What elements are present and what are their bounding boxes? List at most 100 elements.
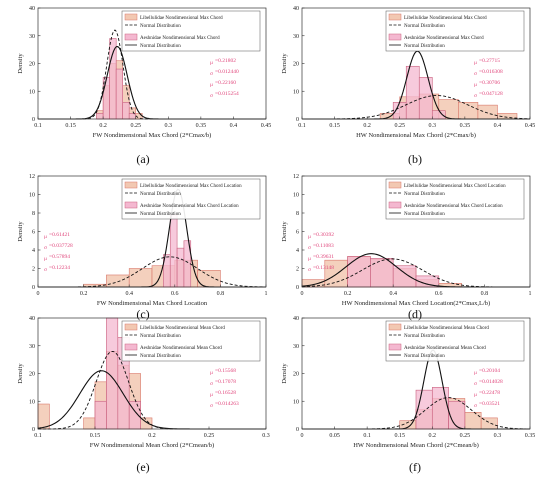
legend: Libellulidae Nondimensional Max Chord Lo…: [385, 178, 525, 220]
x-tick-label: 0.2: [363, 123, 371, 129]
x-axis-label: FW Nondimensional Max Chord (2*Cmax/b): [93, 132, 212, 139]
legend-label-normal: Normal Distribution: [404, 24, 445, 29]
x-tick-label: 0.8: [217, 291, 225, 297]
stats-symbol: σ: [44, 245, 47, 251]
y-tick-label: 20: [293, 372, 299, 378]
legend-box: [121, 10, 261, 52]
x-tick-label: 0.2: [148, 433, 156, 439]
y-tick-label: 2: [32, 267, 35, 273]
stats-symbol: σ: [474, 71, 477, 77]
panel-label: (e): [136, 460, 149, 474]
histogram-bar-aes-3: [431, 110, 446, 120]
legend-label-aes: Aeshnidae Nondimensional Mean Chord: [404, 346, 486, 351]
x-tick-label: 0.05: [329, 433, 340, 439]
panel-label: (b): [408, 152, 422, 166]
x-tick-label: 0.15: [329, 123, 340, 129]
y-tick-label: 10: [293, 89, 299, 95]
stats-symbol: σ: [474, 403, 477, 409]
x-tick-label: 0.4: [230, 123, 238, 129]
histogram-bar-aes-1: [370, 258, 394, 288]
x-tick-label: 0.45: [525, 123, 536, 129]
stats-value: =0.037728: [49, 243, 73, 249]
y-tick-label: 30: [293, 344, 299, 350]
x-tick-label: 0.2: [344, 291, 352, 297]
legend-label-lib: Libellulidae Nondimensional Max Chord Lo…: [404, 184, 506, 189]
y-tick-label: 8: [296, 211, 299, 217]
legend-label-normal: Normal Distribution: [140, 212, 181, 217]
legend: Libellulidae Nondimensional Max Chord Lo…: [121, 178, 261, 220]
y-tick-label: 4: [32, 248, 35, 254]
legend-box: [385, 10, 525, 52]
legend-label-normal: Normal Distribution: [140, 24, 181, 29]
legend-label-lib: Libellulidae Nondimensional Max Chord: [404, 16, 487, 21]
histogram-bar-aes-0: [347, 256, 371, 288]
x-tick-label: 0.35: [525, 433, 536, 439]
legend-label-aes: Aeshnidae Nondimensional Max Chord: [404, 36, 484, 41]
stats-symbol: μ: [44, 256, 47, 262]
legend-swatch-aes: [388, 343, 402, 351]
legend-swatch-lib: [388, 323, 402, 331]
stats-value: =0.39631: [313, 254, 334, 260]
y-tick-label: 0: [32, 427, 35, 433]
stats-symbol: μ: [210, 370, 213, 376]
histogram-bar-aes-3: [115, 68, 123, 120]
chart-panel-2: 0.1 0.15 0.2 0.25 0.3 0.35 0.4 0.45 0 10 20 30 40 HW …: [281, 6, 535, 166]
stats-symbol: μ: [44, 234, 47, 240]
legend-swatch-lib: [124, 323, 138, 331]
stats-symbol: μ: [210, 392, 213, 398]
histogram-bar-aes-2: [109, 38, 117, 120]
x-tick-label: 0.3: [262, 433, 270, 439]
y-axis-label: Density: [17, 363, 24, 384]
legend-swatch-aes: [388, 33, 402, 41]
legend-label-lib: Libellulidae Nondimensional Max Chord Lo…: [140, 184, 242, 189]
x-tick-label: 0.3: [494, 433, 502, 439]
stats-value: =0.22160: [215, 80, 236, 86]
panel-label: (d): [408, 307, 422, 321]
x-tick-label: 0.25: [460, 433, 471, 439]
legend-label-normal: Normal Distribution: [404, 212, 445, 217]
legend-box: [121, 178, 261, 220]
stats-value: =0.57894: [49, 254, 70, 260]
y-tick-label: 4: [296, 248, 299, 254]
x-tick-label: 0.8: [481, 291, 489, 297]
y-tick-label: 20: [29, 62, 35, 68]
x-tick-label: 0.6: [435, 291, 443, 297]
y-tick-label: 8: [32, 211, 35, 217]
x-axis-label: HW Nondimensional Mean Chord (2*Cmean/b): [353, 442, 479, 449]
x-tick-label: 0.4: [125, 291, 133, 297]
normal-curve-lib: [302, 397, 531, 430]
stats-value: =0.03521: [479, 401, 500, 407]
stats-value: =0.016308: [479, 69, 503, 75]
legend: Libellulidae Nondimensional Max Chord Nor…: [385, 10, 525, 52]
stats-value: =0.30706: [479, 80, 500, 86]
stats-symbol: σ: [474, 93, 477, 99]
x-axis-label: HW Nondimensional Max Chord Location(2*C…: [342, 300, 490, 307]
stats-value: =0.16528: [215, 390, 236, 396]
legend-label-normal: Normal Distribution: [404, 354, 445, 359]
y-axis-label: Density: [17, 221, 24, 242]
y-tick-label: 20: [293, 62, 299, 68]
y-tick-label: 0: [296, 427, 299, 433]
y-axis-label: Density: [281, 221, 288, 242]
y-tick-label: 30: [29, 34, 35, 40]
histogram-bar-aes-0: [415, 389, 433, 430]
stats-value: =0.015254: [215, 91, 239, 97]
legend-label-aes: Aeshnidae Nondimensional Max Chord Locat…: [140, 204, 239, 209]
stats-value: =0.12234: [49, 265, 70, 271]
x-tick-label: 0.4: [494, 123, 502, 129]
legend-label-lib: Libellulidae Nondimensional Mean Chord: [404, 326, 489, 331]
x-tick-label: 0: [301, 433, 304, 439]
legend-swatch-aes: [124, 201, 138, 209]
stats-symbol: μ: [474, 82, 477, 88]
stats-symbol: μ: [308, 256, 311, 262]
y-axis-label: Density: [281, 363, 288, 384]
x-tick-label: 0.1: [363, 433, 371, 439]
stats-symbol: σ: [210, 71, 213, 77]
histogram-bar-lib-1: [106, 274, 130, 288]
